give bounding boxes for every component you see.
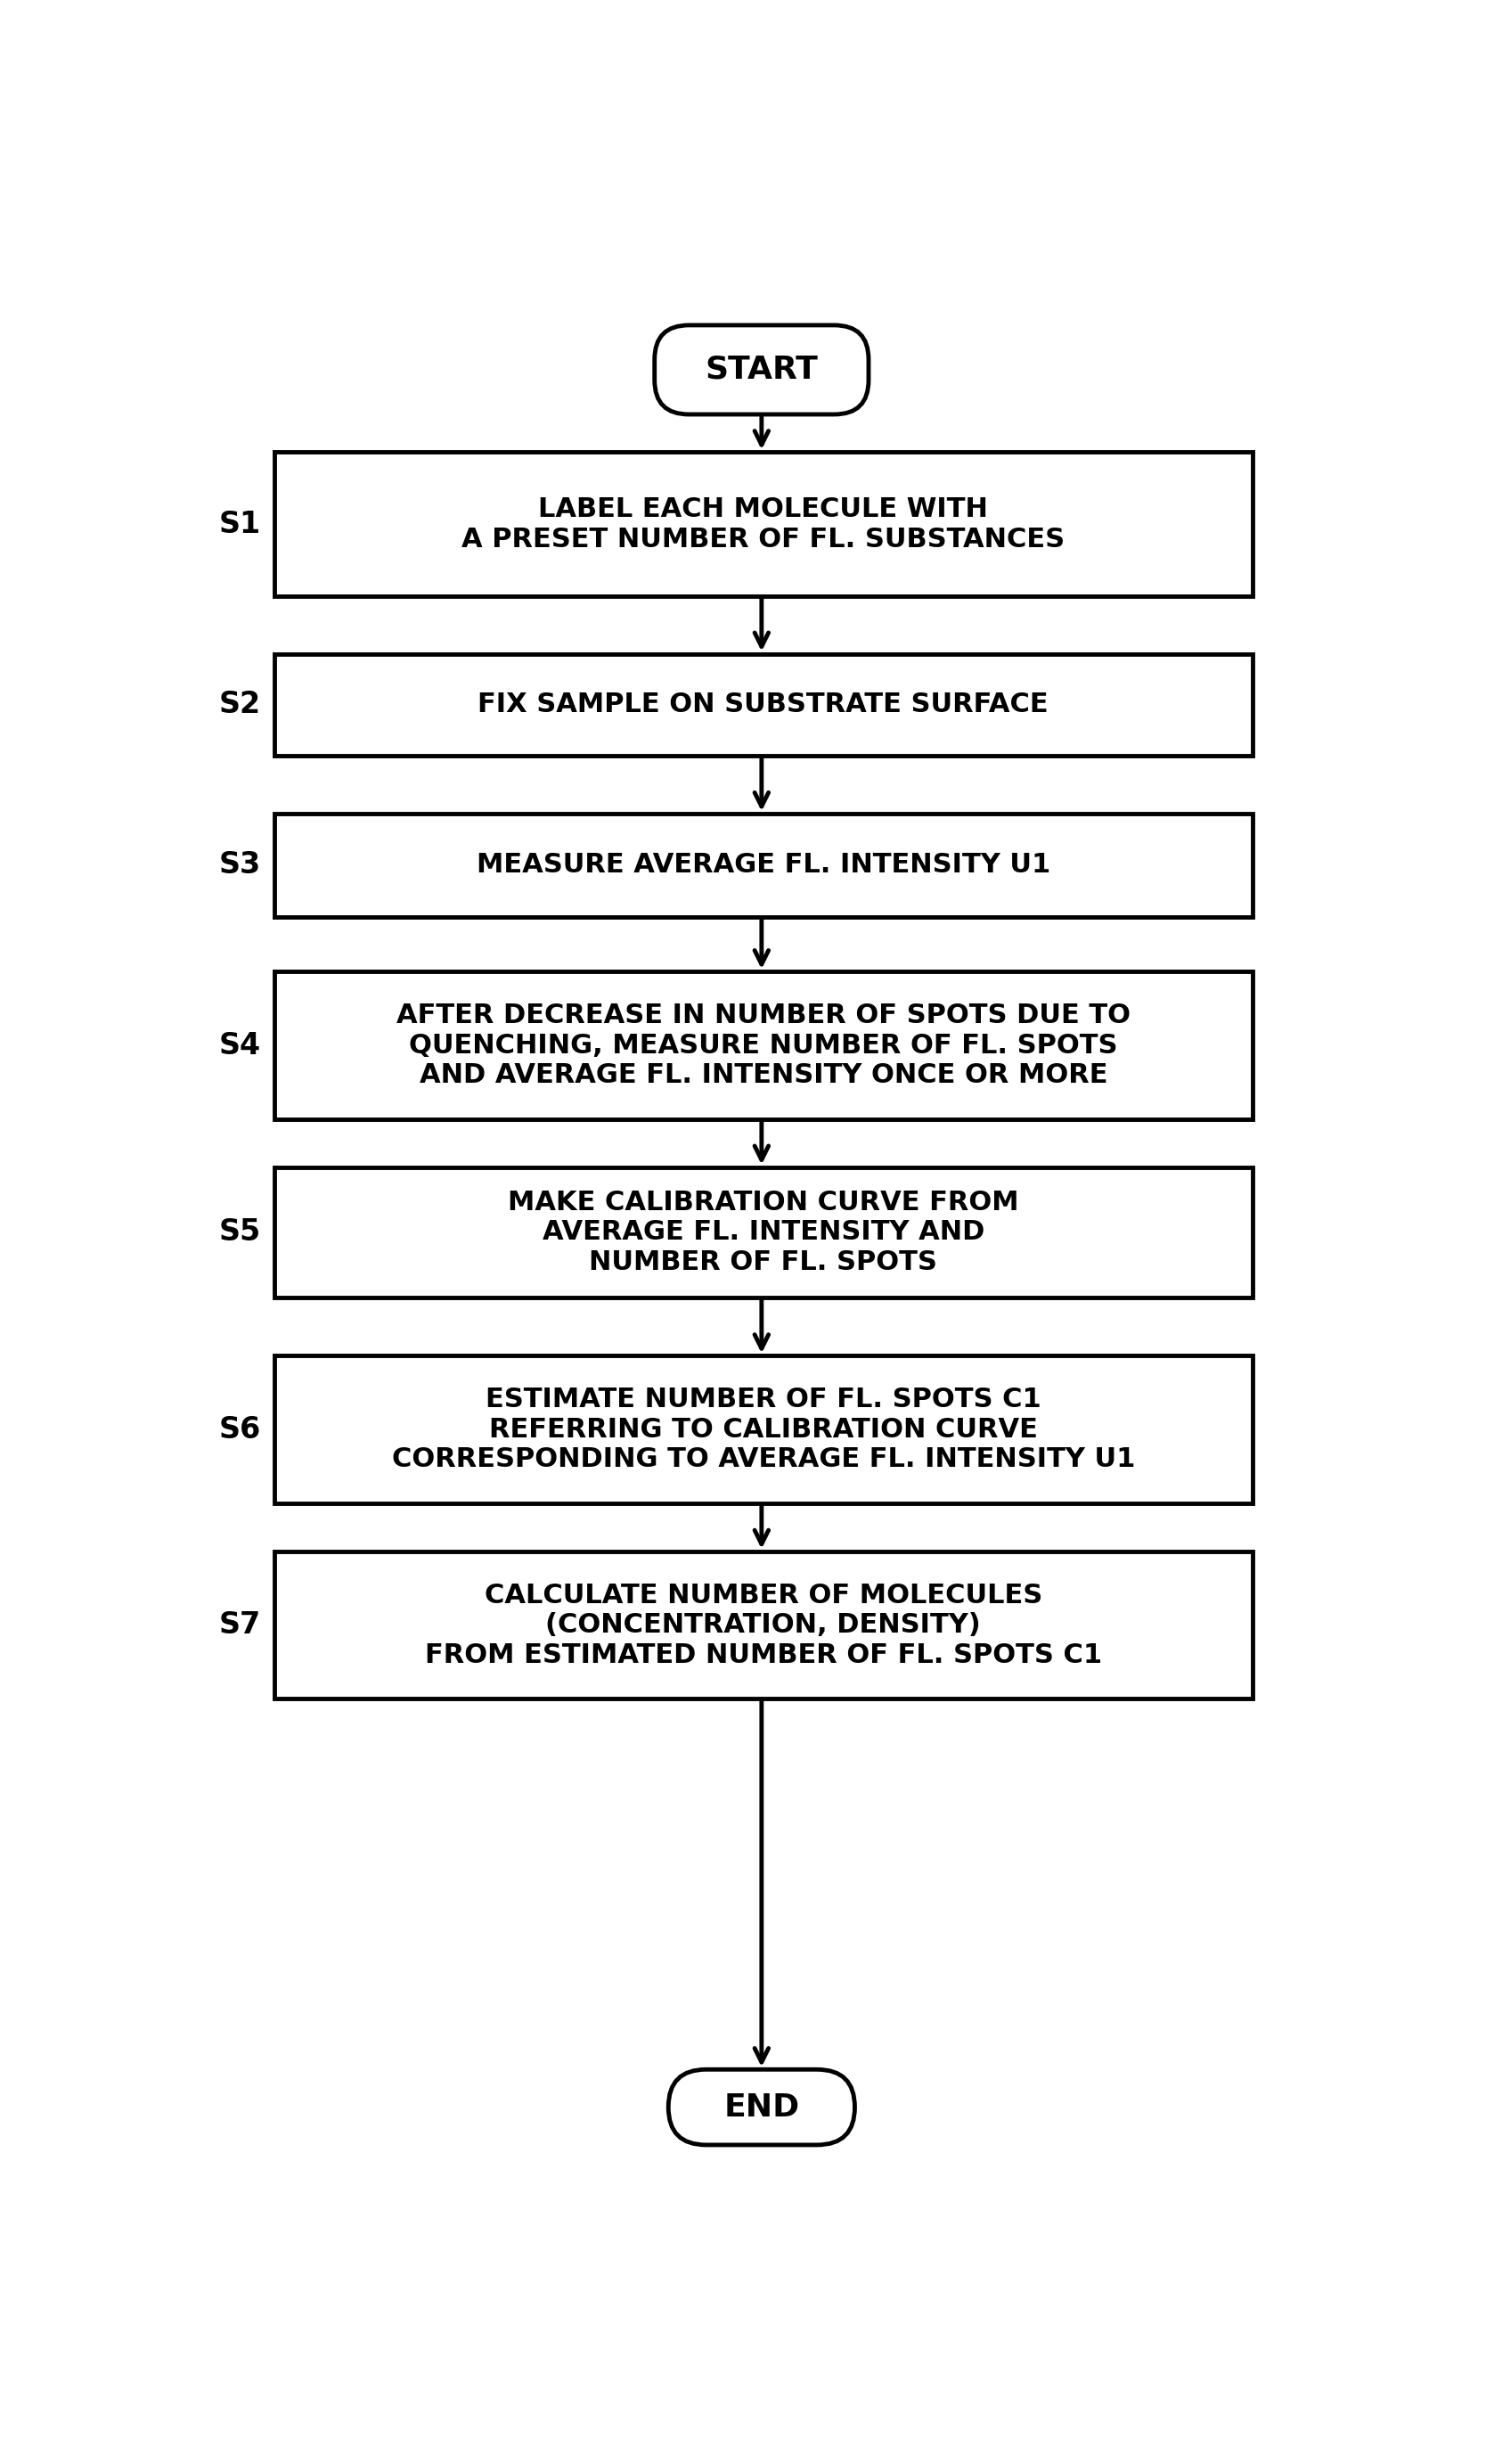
- Bar: [273, 1552, 1253, 1698]
- Text: FIX SAMPLE ON SUBSTRATE SURFACE: FIX SAMPLE ON SUBSTRATE SURFACE: [478, 692, 1049, 717]
- Text: MEASURE AVERAGE FL. INTENSITY U1: MEASURE AVERAGE FL. INTENSITY U1: [477, 853, 1051, 877]
- Text: AFTER DECREASE IN NUMBER OF SPOTS DUE TO
QUENCHING, MEASURE NUMBER OF FL. SPOTS
: AFTER DECREASE IN NUMBER OF SPOTS DUE TO…: [397, 1003, 1131, 1089]
- FancyBboxPatch shape: [654, 325, 869, 414]
- Bar: [273, 1355, 1253, 1503]
- Text: CALCULATE NUMBER OF MOLECULES
(CONCENTRATION, DENSITY)
FROM ESTIMATED NUMBER OF : CALCULATE NUMBER OF MOLECULES (CONCENTRA…: [425, 1582, 1103, 1668]
- Bar: [273, 451, 1253, 596]
- Bar: [273, 653, 1253, 756]
- Bar: [273, 971, 1253, 1119]
- Text: S4: S4: [218, 1030, 260, 1060]
- Text: ESTIMATE NUMBER OF FL. SPOTS C1
REFERRING TO CALIBRATION CURVE
CORRESPONDING TO : ESTIMATE NUMBER OF FL. SPOTS C1 REFERRIN…: [392, 1387, 1135, 1473]
- Text: LABEL EACH MOLECULE WITH
A PRESET NUMBER OF FL. SUBSTANCES: LABEL EACH MOLECULE WITH A PRESET NUMBER…: [462, 495, 1065, 552]
- Text: S3: S3: [218, 850, 260, 880]
- FancyBboxPatch shape: [669, 2070, 854, 2146]
- Text: S2: S2: [218, 690, 260, 719]
- Bar: [273, 1168, 1253, 1299]
- Text: END: END: [724, 2092, 799, 2122]
- Text: S1: S1: [218, 510, 260, 540]
- Text: MAKE CALIBRATION CURVE FROM
AVERAGE FL. INTENSITY AND
NUMBER OF FL. SPOTS: MAKE CALIBRATION CURVE FROM AVERAGE FL. …: [508, 1190, 1019, 1276]
- Text: S7: S7: [218, 1611, 260, 1641]
- Bar: [273, 813, 1253, 917]
- Text: S5: S5: [218, 1217, 260, 1247]
- Text: START: START: [704, 355, 819, 384]
- Text: S6: S6: [218, 1414, 260, 1444]
